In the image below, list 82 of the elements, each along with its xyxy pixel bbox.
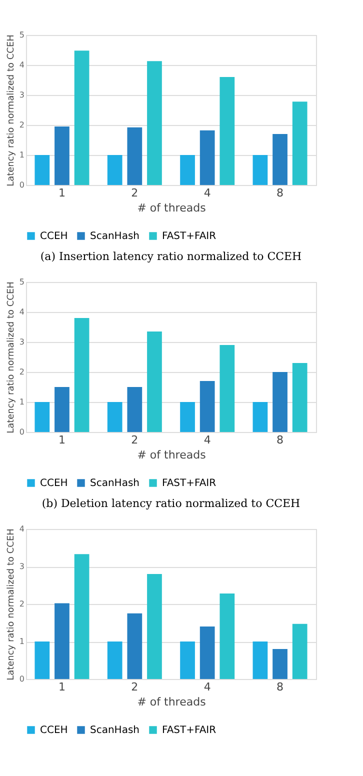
bar xyxy=(292,102,308,185)
legend-label: ScanHash xyxy=(90,231,140,242)
x-tick-label: 1 xyxy=(58,680,66,694)
bar xyxy=(180,642,195,679)
y-tick-label: 0 xyxy=(19,428,24,436)
y-tick-label: 2 xyxy=(19,120,24,130)
bar xyxy=(54,603,70,679)
bar xyxy=(200,130,215,185)
x-tick-label: 4 xyxy=(204,186,211,200)
bar xyxy=(127,387,142,432)
y-tick-label: 2 xyxy=(19,368,24,376)
x-tick-label: 8 xyxy=(276,186,284,200)
legend-label: ScanHash xyxy=(90,478,140,489)
y-tick-label: 4 xyxy=(19,60,24,70)
x-axis-title: # of threads xyxy=(137,696,206,708)
y-axis-title: Latency ratio normalized to CCEH xyxy=(6,282,16,434)
bar xyxy=(292,363,308,432)
y-tick-label: 1 xyxy=(19,150,24,160)
text: (b) Deletion latency ratio normalized to CCEH xyxy=(42,497,300,510)
y-tick-label: 5 xyxy=(19,278,24,286)
bar xyxy=(74,554,90,679)
bar xyxy=(74,318,90,432)
x-tick-label: 2 xyxy=(131,434,138,446)
x-tick-label: 4 xyxy=(204,680,211,694)
bar xyxy=(252,402,268,432)
legend-label: FAST+FAIR xyxy=(162,478,216,489)
bar xyxy=(180,402,195,432)
bar xyxy=(252,155,268,185)
bar xyxy=(34,155,50,185)
bar xyxy=(147,574,162,679)
legend-label: CCEH xyxy=(40,478,68,489)
y-tick-label: 4 xyxy=(19,308,24,316)
y-axis-title: Latency ratio normalized to CCEH xyxy=(6,528,16,680)
bar xyxy=(220,594,235,679)
y-tick-label: 1 xyxy=(19,637,24,646)
bar xyxy=(107,642,122,679)
y-tick-label: 0 xyxy=(19,674,24,684)
legend-label: CCEH xyxy=(40,231,68,242)
legend-label: ScanHash xyxy=(90,725,140,736)
x-tick-label: 8 xyxy=(276,434,284,446)
y-tick-label: 5 xyxy=(19,30,24,40)
x-tick-label: 8 xyxy=(276,680,284,694)
bar xyxy=(54,387,70,432)
bar xyxy=(34,642,50,679)
bar xyxy=(200,626,215,679)
bar xyxy=(220,345,235,432)
x-tick-label: 4 xyxy=(204,434,211,446)
y-tick-label: 0 xyxy=(19,180,24,190)
legend-label: FAST+FAIR xyxy=(162,725,216,736)
y-tick-label: 3 xyxy=(19,562,24,571)
bar xyxy=(147,332,162,432)
y-tick-label: 4 xyxy=(19,524,24,534)
bar xyxy=(147,61,162,185)
bar xyxy=(54,126,70,185)
bar xyxy=(127,613,142,679)
y-axis-title: Latency ratio normalized to CCEH xyxy=(6,34,16,186)
y-tick-label: 2 xyxy=(19,600,24,608)
y-tick-label: 1 xyxy=(19,398,24,406)
legend-label: CCEH xyxy=(40,725,68,736)
legend-label: FAST+FAIR xyxy=(162,231,216,242)
x-tick-label: 2 xyxy=(131,186,138,200)
bar xyxy=(272,134,288,185)
bar xyxy=(34,402,50,432)
x-tick-label: 1 xyxy=(58,186,66,200)
x-tick-label: 1 xyxy=(58,434,66,446)
bar xyxy=(107,155,122,185)
bar xyxy=(200,381,215,432)
bar xyxy=(272,372,288,432)
bar xyxy=(74,50,90,185)
x-tick-label: 2 xyxy=(131,680,138,694)
bar xyxy=(107,402,122,432)
x-axis-title: # of threads xyxy=(137,202,206,214)
y-tick-label: 3 xyxy=(19,338,24,346)
bar xyxy=(292,624,308,679)
x-axis-title: # of threads xyxy=(137,448,206,462)
bar xyxy=(180,155,195,185)
text: (a) Insertion latency ratio normalized to CCEH xyxy=(40,250,302,263)
bar xyxy=(252,642,268,679)
bar xyxy=(127,127,142,185)
bar xyxy=(272,649,288,679)
y-tick-label: 3 xyxy=(19,90,24,100)
bar xyxy=(220,77,235,185)
